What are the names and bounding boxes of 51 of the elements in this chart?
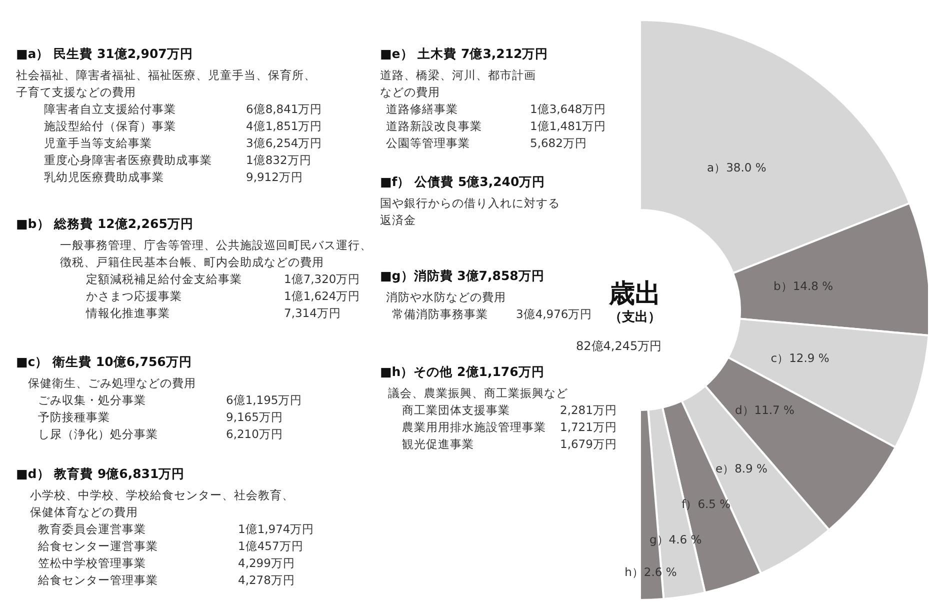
text: 給食センター運営事業 1億457万円 <box>38 539 304 553</box>
slice-label: a）38.0 % <box>707 160 766 175</box>
text: ■b） 総務費 12億2,265万円 <box>16 216 194 233</box>
text: ■h）その他 2億1,176万円 <box>380 364 546 381</box>
text: 情報化推進事業 7,314万円 <box>86 306 341 320</box>
text: 給食センター管理事業 4,278万円 <box>38 573 295 587</box>
slice-label: d）11.7 % <box>734 403 795 418</box>
text: 商工業団体支援事業 2,281万円 <box>402 403 617 417</box>
slice-label: c）12.9 % <box>770 350 830 365</box>
text: 議会、農業振興、商工業振興など <box>387 386 568 402</box>
slice-label: b）14.8 % <box>774 279 834 294</box>
text: 子育て支援などの費用 <box>16 85 137 101</box>
text: 国や銀行からの借り入れに対する <box>380 196 560 212</box>
text: 観光促進事業 1,679万円 <box>402 437 617 451</box>
text: 乳幼児医療費助成事業 9,912万円 <box>44 170 303 184</box>
text: 返済金 <box>380 213 417 229</box>
text: 重度心身障害者医療費助成事業 1億832万円 <box>44 153 312 167</box>
text: ■g）消防費 3億7,858万円 <box>380 268 544 285</box>
text: 消防や水防などの費用 <box>385 290 507 306</box>
text: 徴税、戸籍住民基本台帳、町内会助成などの費用 <box>59 255 325 271</box>
text: 定額減税補足給付金支給事業 1億7,320万円 <box>86 272 360 286</box>
text: ごみ収集・処分事業 6億1,195万円 <box>38 393 302 407</box>
text: 常備消防事務事業 3億4,976万円 <box>392 307 592 321</box>
text: ■d） 教育費 9億6,831万円 <box>16 466 186 483</box>
text: 小学校、中学校、学校給食センター、社会教育、 <box>29 488 294 504</box>
text: 笠松中学校管理事業 4,299万円 <box>38 556 295 570</box>
text: 障害者自立支援給付事業 6億8,841万円 <box>44 102 322 116</box>
text: 保健体育などの費用 <box>29 505 139 521</box>
text: 道路修繕事業 1億3,648万円 <box>386 102 606 116</box>
text: 道路、橋梁、河川、都市計画 <box>380 68 537 84</box>
text: （支出） <box>609 310 661 325</box>
text: 教育委員会運営事業 1億1,974万円 <box>38 522 314 536</box>
text: ■f） 公債費 5億3,240万円 <box>380 174 546 191</box>
text: 農業用用排水施設管理事業 1,721万円 <box>402 420 617 434</box>
text: などの費用 <box>380 85 441 101</box>
text: かさまつ応援事業 1億1,624万円 <box>86 289 360 303</box>
text: 施設型給付（保育）事業 4億1,851万円 <box>44 119 322 133</box>
text: 一般事務管理、庁舎等管理、公共施設巡回町民バス運行、 <box>59 238 372 254</box>
text: 82億4,245万円 <box>576 339 662 353</box>
text: 児童手当等支給事業 3億6,254万円 <box>44 136 322 150</box>
text: 予防接種事業 9,165万円 <box>38 410 283 424</box>
slice-label: e）8.9 % <box>716 461 768 476</box>
text: ■e） 土木費 7億3,212万円 <box>380 46 548 63</box>
text: 道路新設改良事業 1億1,481万円 <box>386 119 606 133</box>
text: 保健衛生、ごみ処理などの費用 <box>27 376 196 392</box>
text: 公園等管理事業 5,682万円 <box>386 136 587 150</box>
text: 歳出 <box>608 279 661 309</box>
text: ■a） 民生費 31億2,907万円 <box>16 46 194 63</box>
text: し尿（浄化）処分事業 6,210万円 <box>38 427 283 441</box>
text: 社会福祉、障害者福祉、福祉医療、児童手当、保育所、 <box>16 68 316 84</box>
text: ■c） 衛生費 10億6,756万円 <box>16 354 193 371</box>
